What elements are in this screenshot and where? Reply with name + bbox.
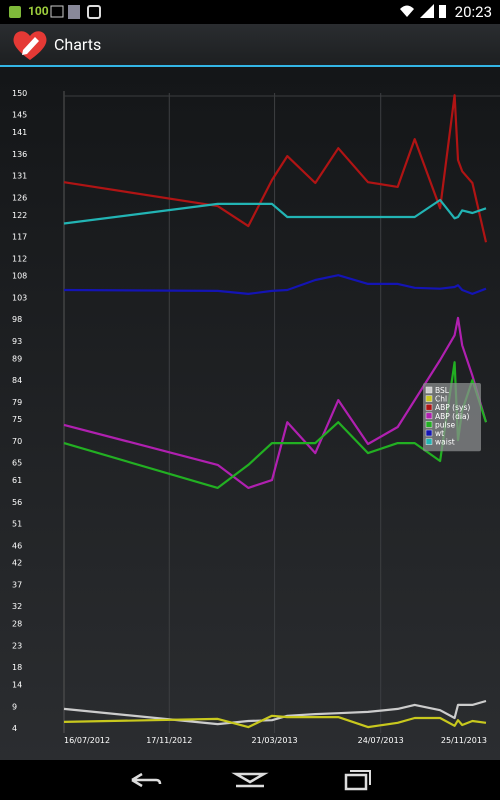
legend-swatch (425, 412, 433, 420)
notification-icon (9, 6, 21, 18)
app-icon[interactable] (12, 28, 48, 62)
y-tick-label: 126 (12, 193, 27, 202)
y-tick-label: 28 (12, 620, 22, 629)
system-icons (400, 4, 446, 18)
y-tick-label: 141 (12, 128, 27, 137)
legend-label: pulse (435, 420, 456, 429)
legend-label: Chl (435, 395, 447, 404)
legend-swatch (425, 395, 433, 402)
status-bar: 100 20:23 (0, 0, 500, 24)
y-tick-label: 61 (12, 476, 22, 485)
series-line (63, 274, 487, 295)
y-tick-label: 70 (12, 437, 22, 446)
chart-background (0, 67, 500, 760)
legend-label: BSL (435, 386, 450, 395)
status-icons (50, 5, 101, 19)
y-tick-label: 112 (12, 254, 27, 263)
chart: 4 9 14 18 23 28 32 37 42 46 51 56 61 65 70 75 79 84 89 93 98… (0, 67, 500, 760)
legend-swatch (425, 421, 433, 428)
series-line (63, 714, 487, 729)
y-tick-label: 56 (12, 498, 22, 507)
legend-label: wt (435, 429, 444, 438)
y-tick-label: 14 (12, 681, 22, 690)
legend-swatch (425, 386, 433, 394)
x-tick-label: 17/11/2012 (146, 736, 192, 745)
recents-button[interactable] (344, 770, 371, 791)
y-tick-label: 108 (12, 272, 27, 281)
y-tick-label: 18 (12, 663, 22, 672)
legend-swatch (425, 438, 433, 445)
y-tick-label: 4 (12, 724, 17, 733)
y-tick-label: 150 (12, 89, 27, 98)
y-tick-label: 122 (12, 211, 27, 220)
y-tick-label: 84 (12, 376, 22, 385)
notification-text: 100 (28, 4, 49, 18)
legend-swatch (425, 429, 433, 437)
action-bar: Charts (0, 24, 500, 67)
nav-buttons (131, 770, 371, 791)
y-tick-label: 51 (12, 520, 22, 529)
x-tick-label: 25/11/2013 (441, 736, 487, 745)
legend-swatch (425, 403, 433, 411)
y-tick-label: 79 (12, 398, 22, 407)
series-line (63, 316, 488, 489)
series-line (63, 198, 487, 225)
navigation-bar (0, 760, 500, 800)
legend-label: waist (435, 438, 455, 447)
app-title: Charts (54, 35, 102, 54)
x-tick-label: 16/07/2012 (64, 736, 110, 745)
x-tick-label: 24/07/2013 (358, 736, 404, 745)
y-tick-label: 117 (12, 233, 27, 242)
y-tick-label: 89 (12, 354, 22, 363)
back-button[interactable] (131, 772, 162, 788)
legend-label: ABP (dia) (435, 412, 470, 421)
y-tick-label: 9 (12, 702, 17, 711)
home-button[interactable] (231, 772, 269, 788)
y-tick-label: 23 (12, 641, 22, 650)
y-tick-label: 37 (12, 580, 22, 589)
y-tick-label: 65 (12, 459, 22, 468)
y-tick-label: 98 (12, 315, 22, 324)
y-tick-label: 131 (12, 172, 27, 181)
y-tick-label: 32 (12, 602, 22, 611)
y-tick-label: 103 (12, 293, 27, 302)
clock: 20:23 (454, 3, 492, 21)
x-tick-label: 21/03/2013 (252, 736, 298, 745)
y-tick-label: 136 (12, 150, 27, 159)
y-tick-label: 46 (12, 541, 22, 550)
y-tick-label: 75 (12, 415, 22, 424)
y-tick-label: 145 (12, 111, 27, 120)
legend-background (423, 383, 481, 452)
y-tick-label: 42 (12, 559, 22, 568)
legend-label: ABP (sys) (435, 403, 470, 412)
y-tick-label: 93 (12, 337, 22, 346)
